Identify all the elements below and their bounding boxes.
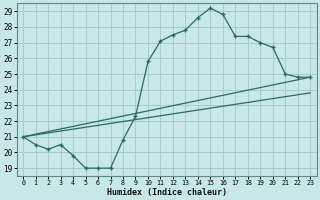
X-axis label: Humidex (Indice chaleur): Humidex (Indice chaleur) xyxy=(107,188,227,197)
